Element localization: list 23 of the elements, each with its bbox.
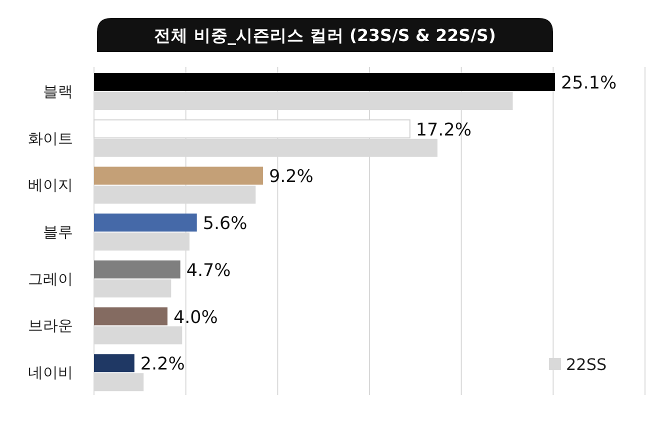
legend: 22SS xyxy=(549,355,607,374)
bar xyxy=(94,260,180,278)
data-label: 4.0% xyxy=(173,308,218,328)
bar xyxy=(94,214,197,232)
y-tick-label: 네이비 xyxy=(28,364,73,382)
chart-title: 전체 비중_시즌리스 컬러 (23S/S & 22S/S) xyxy=(154,26,496,45)
bar xyxy=(94,166,263,185)
data-label: 2.2% xyxy=(140,354,185,375)
data-label: 9.2% xyxy=(268,167,314,188)
data-label: 4.7% xyxy=(186,260,231,281)
legend-label: 22SS xyxy=(566,355,607,374)
bar xyxy=(94,307,168,326)
y-tick-label: 블랙 xyxy=(43,82,73,100)
y-tick-label: 베이지 xyxy=(28,176,73,194)
y-tick-label: 화이트 xyxy=(28,129,73,148)
data-label: 5.6% xyxy=(202,214,248,234)
y-tick-label: 브라운 xyxy=(28,316,73,335)
data-label: 25.1% xyxy=(561,74,617,94)
data-label: 17.2% xyxy=(416,120,472,140)
bar xyxy=(94,73,556,91)
bar xyxy=(94,354,134,372)
y-tick-label: 그레이 xyxy=(28,270,73,288)
y-tick-label: 블루 xyxy=(43,223,73,241)
